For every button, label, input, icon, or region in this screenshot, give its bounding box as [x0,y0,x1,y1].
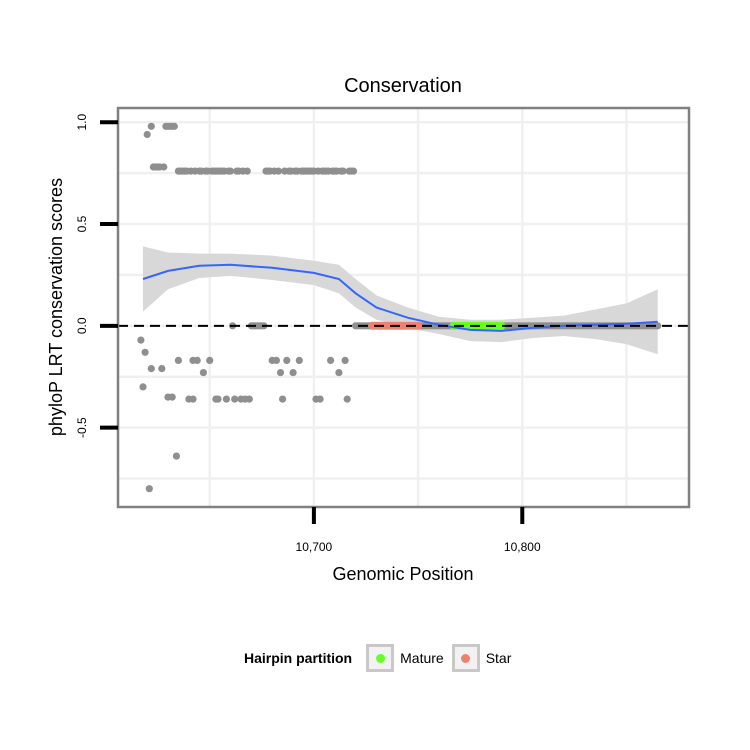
data-point [245,395,253,403]
data-point [147,365,155,373]
data-point [147,122,155,130]
data-point [272,356,280,364]
data-point [174,356,182,364]
data-point [145,485,153,493]
data-point [274,167,283,175]
data-point [339,167,347,175]
data-point [295,356,303,364]
legend-key-star [451,644,480,672]
star-point [414,321,423,330]
data-point [172,452,180,460]
y-axis-label: phyloP LRT conservation scores [46,178,66,436]
data-point [316,395,324,403]
data-point [226,167,235,175]
data-point [137,336,145,344]
data-point [327,356,335,364]
data-point [189,395,197,403]
data-point [214,395,222,403]
data-point [349,167,358,175]
y-tick-label: 0.5 [75,215,89,232]
legend-label-star: Star [485,650,512,666]
data-point [279,395,287,403]
x-tick-label: 10,800 [504,540,541,554]
data-point [283,356,291,364]
data-point [141,348,149,356]
x-tick-label: 10,700 [296,540,333,554]
data-point [231,395,239,403]
data-point [654,322,662,330]
data-point [276,369,285,377]
data-point [341,356,349,364]
data-point [170,122,178,130]
data-point [193,356,201,364]
data-point [143,130,151,139]
legend: Hairpin partition Mature Star [244,641,519,675]
legend-item-star: Star [451,644,512,672]
data-point [158,365,166,373]
data-point [222,395,230,403]
star-dot-icon [461,653,471,663]
y-tick-label: -0.5 [75,417,89,438]
data-point [139,383,147,391]
data-point [243,167,251,175]
plot-area: 10,700 10,800 -0.5 0.0 0.5 1.0 [75,106,691,554]
mature-dot-icon [375,653,385,663]
y-tick-label: 0.0 [75,317,89,334]
data-point [335,369,343,377]
data-point [199,369,207,377]
mature-point [497,321,506,330]
data-point [160,163,168,171]
data-point [206,356,214,364]
data-point [343,395,351,403]
x-axis-label: Genomic Position [332,564,473,584]
panel-border [116,106,691,509]
legend-title: Hairpin partition [244,650,353,666]
chart-title: Conservation [344,75,462,97]
y-tick-label: 1.0 [75,114,89,131]
data-point [168,393,176,401]
legend-item-mature: Mature [366,644,444,672]
legend-label-mature: Mature [400,650,444,666]
legend-key-mature [366,644,395,672]
data-point [289,369,297,377]
